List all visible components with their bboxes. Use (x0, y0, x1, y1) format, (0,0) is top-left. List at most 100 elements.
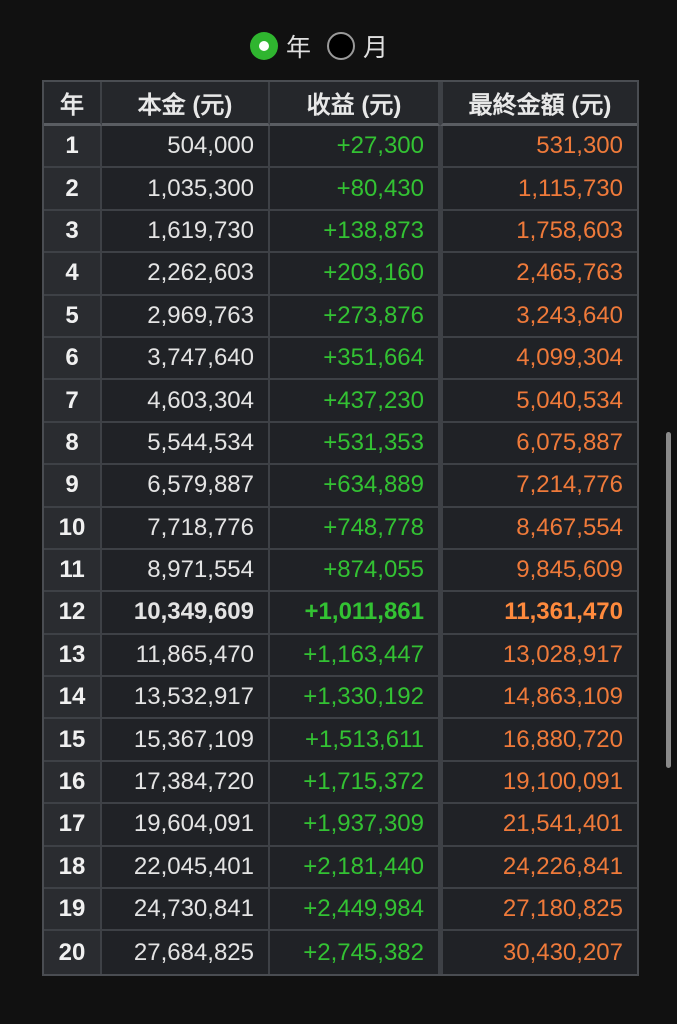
year-cell: 6 (44, 337, 102, 381)
table-row: 20 27,684,825 +2,745,382 30,430,207 (44, 931, 637, 974)
interest-cell: +2,449,984 (270, 889, 440, 932)
principal-cell: 6,579,887 (102, 465, 270, 508)
interest-cell: +138,873 (270, 210, 440, 254)
principal-cell: 7,718,776 (102, 507, 270, 550)
principal-cell: 22,045,401 (102, 846, 270, 890)
final-amount-cell: 14,863,109 (440, 677, 637, 720)
period-toggle: 年 月 (250, 28, 404, 64)
final-amount-cell: 30,430,207 (440, 931, 637, 974)
interest-cell: +634,889 (270, 465, 440, 508)
final-amount-cell: 4,099,304 (440, 337, 637, 381)
year-cell: 15 (44, 719, 102, 762)
interest-cell: +1,937,309 (270, 804, 440, 847)
principal-cell: 27,684,825 (102, 931, 270, 974)
year-cell: 12 (44, 592, 102, 635)
table-body: 1 504,000 +27,300 531,300 2 1,035,300 +80,430 1… (44, 126, 637, 974)
final-amount-cell: 2,465,763 (440, 253, 637, 296)
table-row: 3 1,619,730 +138,873 1,758,603 (44, 210, 637, 254)
header-interest: 收益 (元) (270, 82, 440, 126)
interest-cell: +2,745,382 (270, 931, 440, 974)
final-amount-cell: 6,075,887 (440, 422, 637, 466)
final-amount-cell: 1,115,730 (440, 168, 637, 211)
year-cell: 9 (44, 465, 102, 508)
header-final-amount: 最終金額 (元) (440, 82, 637, 126)
year-cell: 7 (44, 380, 102, 423)
interest-cell: +1,513,611 (270, 719, 440, 762)
table-row: 6 3,747,640 +351,664 4,099,304 (44, 337, 637, 381)
table-row: 16 17,384,720 +1,715,372 19,100,091 (44, 761, 637, 805)
final-amount-cell: 21,541,401 (440, 804, 637, 847)
interest-cell: +273,876 (270, 295, 440, 338)
table-row: 12 10,349,609 +1,011,861 11,361,470 (44, 592, 637, 635)
year-cell: 19 (44, 889, 102, 932)
year-cell: 13 (44, 634, 102, 678)
year-cell: 2 (44, 168, 102, 211)
principal-cell: 1,035,300 (102, 168, 270, 211)
principal-cell: 4,603,304 (102, 380, 270, 423)
principal-cell: 15,367,109 (102, 719, 270, 762)
principal-cell: 5,544,534 (102, 422, 270, 466)
interest-cell: +1,715,372 (270, 761, 440, 805)
year-cell: 18 (44, 846, 102, 890)
table-row: 13 11,865,470 +1,163,447 13,028,917 (44, 634, 637, 678)
scrollbar-thumb[interactable] (666, 432, 671, 768)
year-cell: 8 (44, 422, 102, 466)
year-cell: 4 (44, 253, 102, 296)
principal-cell: 2,262,603 (102, 253, 270, 296)
principal-cell: 17,384,720 (102, 761, 270, 805)
radio-label-month: 月 (363, 34, 389, 62)
year-cell: 20 (44, 931, 102, 974)
table-row: 10 7,718,776 +748,778 8,467,554 (44, 507, 637, 550)
principal-cell: 2,969,763 (102, 295, 270, 338)
final-amount-cell: 3,243,640 (440, 295, 637, 338)
table-row: 7 4,603,304 +437,230 5,040,534 (44, 380, 637, 423)
final-amount-cell: 1,758,603 (440, 210, 637, 254)
table-row: 11 8,971,554 +874,055 9,845,609 (44, 549, 637, 593)
principal-cell: 11,865,470 (102, 634, 270, 678)
table-row: 4 2,262,603 +203,160 2,465,763 (44, 253, 637, 296)
table-row: 17 19,604,091 +1,937,309 21,541,401 (44, 804, 637, 847)
final-amount-cell: 19,100,091 (440, 761, 637, 805)
interest-cell: +1,330,192 (270, 677, 440, 720)
year-cell: 14 (44, 677, 102, 720)
interest-cell: +351,664 (270, 337, 440, 381)
final-amount-cell: 8,467,554 (440, 507, 637, 550)
year-cell: 16 (44, 761, 102, 805)
table-row: 18 22,045,401 +2,181,440 24,226,841 (44, 846, 637, 890)
final-amount-cell: 7,214,776 (440, 465, 637, 508)
principal-cell: 1,619,730 (102, 210, 270, 254)
table-row: 9 6,579,887 +634,889 7,214,776 (44, 465, 637, 508)
interest-cell: +874,055 (270, 549, 440, 593)
radio-checked-icon[interactable] (250, 32, 278, 60)
radio-unchecked-icon[interactable] (327, 32, 356, 60)
principal-cell: 19,604,091 (102, 804, 270, 847)
interest-cell: +80,430 (270, 168, 440, 211)
header-principal: 本金 (元) (102, 82, 270, 126)
table-row: 1 504,000 +27,300 531,300 (44, 126, 637, 169)
principal-cell: 3,747,640 (102, 337, 270, 381)
interest-cell: +203,160 (270, 253, 440, 296)
year-cell: 5 (44, 295, 102, 338)
year-cell: 10 (44, 507, 102, 550)
principal-cell: 8,971,554 (102, 549, 270, 593)
table-row: 2 1,035,300 +80,430 1,115,730 (44, 168, 637, 211)
table-row: 19 24,730,841 +2,449,984 27,180,825 (44, 889, 637, 932)
radio-option-year[interactable]: 年 (250, 28, 311, 64)
final-amount-cell: 11,361,470 (440, 592, 637, 635)
year-cell: 1 (44, 126, 102, 169)
interest-cell: +27,300 (270, 126, 440, 169)
interest-cell: +2,181,440 (270, 846, 440, 890)
principal-cell: 10,349,609 (102, 592, 270, 635)
table-header-row: 年 本金 (元) 收益 (元) 最終金額 (元) (44, 82, 637, 126)
interest-cell: +1,011,861 (270, 592, 440, 635)
final-amount-cell: 9,845,609 (440, 549, 637, 593)
final-amount-cell: 531,300 (440, 126, 637, 169)
year-cell: 3 (44, 210, 102, 254)
radio-option-month[interactable]: 月 (327, 28, 388, 64)
radio-label-year: 年 (286, 34, 312, 62)
final-amount-cell: 13,028,917 (440, 634, 637, 678)
interest-cell: +1,163,447 (270, 634, 440, 678)
final-amount-cell: 5,040,534 (440, 380, 637, 423)
final-amount-cell: 16,880,720 (440, 719, 637, 762)
final-amount-cell: 27,180,825 (440, 889, 637, 932)
